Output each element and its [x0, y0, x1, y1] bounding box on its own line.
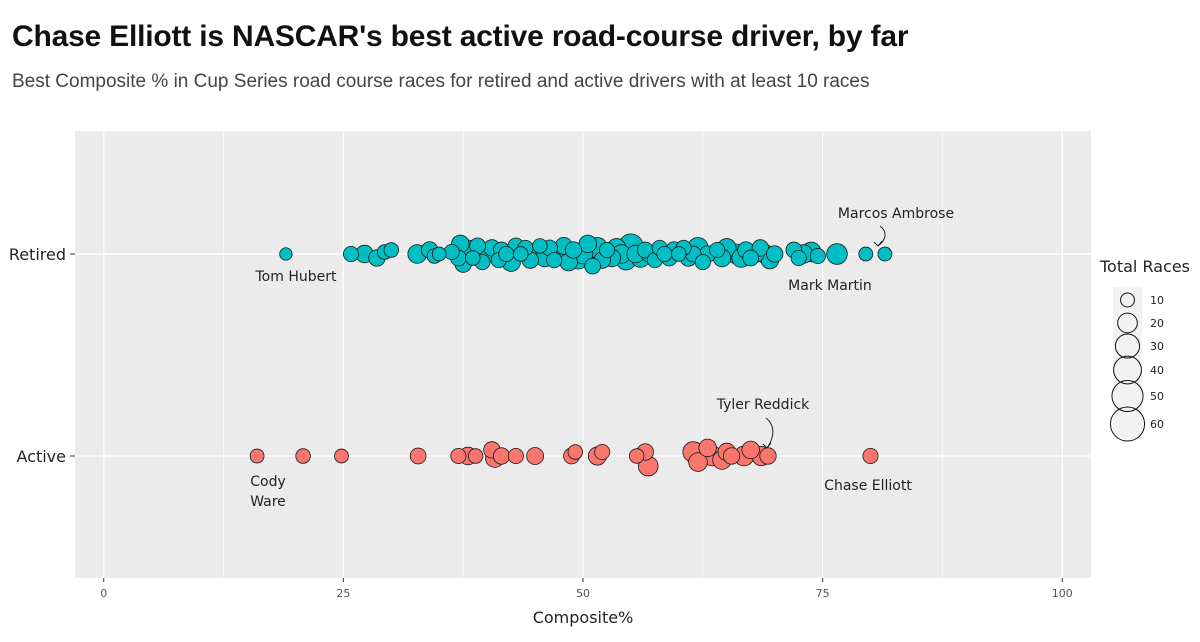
legend-size-label: 20 [1150, 317, 1164, 330]
point-retired [584, 257, 601, 275]
x-tick-label: 100 [1052, 587, 1073, 600]
x-tick-label: 0 [100, 587, 107, 600]
annotations: Tom Hubert Marcos Ambrose Mark Martin Ty… [250, 206, 954, 510]
point-active [759, 447, 777, 465]
point-active [450, 447, 467, 465]
y-tick-label-retired: Retired [9, 245, 66, 264]
point-retired [564, 241, 583, 259]
data-points [249, 233, 893, 477]
point-retired [656, 245, 673, 263]
point-active [698, 438, 717, 458]
point-active [249, 448, 265, 464]
point-active [467, 448, 484, 464]
point-retired [598, 241, 616, 259]
point-retired [513, 246, 529, 262]
point-active [629, 448, 645, 464]
point-retired [709, 241, 726, 259]
point-retired [766, 245, 784, 263]
legend-size-label: 60 [1150, 418, 1164, 431]
x-tick-label: 50 [576, 587, 590, 600]
point-active [722, 447, 741, 465]
point-active [741, 440, 760, 460]
x-axis-label: Composite% [533, 608, 634, 627]
legend-size-circle [1113, 355, 1142, 385]
legend-key-panel [1113, 287, 1142, 439]
legend-size-circle [1117, 312, 1138, 334]
x-tick-label: 25 [336, 587, 350, 600]
point-retired [826, 243, 848, 265]
legend: Total Races 10 20 30 40 50 60 [1099, 257, 1190, 442]
legend-size-label: 50 [1150, 390, 1164, 403]
x-tick-label: 75 [816, 587, 830, 600]
legend-title: Total Races [1099, 257, 1190, 276]
point-retired [431, 246, 447, 262]
point-active [688, 452, 708, 472]
legend-size-circle [1109, 406, 1146, 442]
annotation-chase-elliott: Chase Elliott [824, 478, 912, 494]
annotation-tyler-reddick: Tyler Reddick [716, 397, 810, 413]
x-axis: 0 25 50 75 100 [100, 578, 1073, 600]
annotation-cody: Cody [250, 474, 286, 490]
y-axis: Retired Active [9, 245, 75, 466]
legend-size-circle [1114, 333, 1141, 359]
point-retired [790, 249, 807, 267]
point-retired [742, 249, 760, 267]
point-retired [465, 250, 481, 266]
point-retired [532, 238, 548, 254]
annotation-ware: Ware [250, 494, 286, 510]
legend-size-label: 10 [1150, 294, 1164, 307]
point-retired [809, 247, 826, 265]
point-active [567, 444, 584, 460]
point-retired [279, 247, 293, 261]
point-retired [858, 246, 874, 262]
point-active [409, 447, 427, 465]
point-active [862, 447, 879, 465]
legend-size-label: 40 [1150, 364, 1164, 377]
point-retired [342, 245, 360, 263]
point-retired [546, 252, 563, 269]
annotation-arrowhead-marcos-ambrose [873, 240, 883, 247]
point-active [507, 447, 524, 465]
point-retired [877, 246, 893, 262]
point-retired [694, 254, 711, 271]
point-retired [383, 242, 400, 258]
point-active [594, 443, 611, 461]
chart-title: Chase Elliott is NASCAR's best active ro… [12, 20, 909, 53]
y-tick-label-active: Active [17, 447, 67, 466]
annotation-tom-hubert: Tom Hubert [255, 269, 337, 285]
point-active [526, 447, 545, 465]
point-retired [443, 243, 460, 261]
grid [75, 131, 1091, 578]
annotation-arrowhead-tyler-reddick [762, 442, 772, 449]
chart-subtitle: Best Composite % in Cup Series road cour… [12, 71, 870, 92]
point-active [295, 448, 311, 464]
annotation-marcos-ambrose: Marcos Ambrose [838, 206, 954, 222]
legend-size-circle [1120, 292, 1135, 308]
legend-size-label: 30 [1150, 340, 1164, 353]
point-active [334, 448, 349, 464]
annotation-mark-martin: Mark Martin [788, 278, 872, 294]
point-retired [498, 245, 515, 263]
point-active [492, 447, 511, 465]
legend-items: 10 20 30 40 50 60 [1109, 292, 1164, 442]
legend-size-circle [1111, 379, 1144, 413]
point-retired [671, 246, 687, 262]
